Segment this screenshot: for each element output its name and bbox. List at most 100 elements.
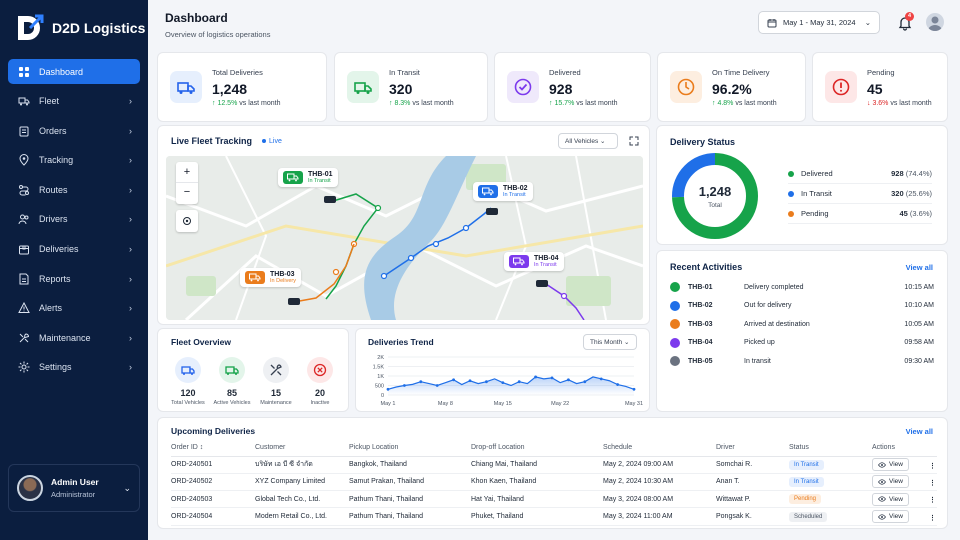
trend-point[interactable] [468,379,472,383]
view-all-link[interactable]: View all [905,427,933,436]
sidebar-item-settings[interactable]: Settings › [8,355,140,380]
locate-button[interactable] [176,210,198,232]
x-tick-label: May 15 [494,401,512,407]
header-avatar[interactable] [926,13,944,31]
fullscreen-icon[interactable] [629,136,639,146]
user-menu[interactable]: Admin User Administrator ⌄ [8,464,140,512]
activity-vehicle-id: THB-01 [688,283,713,291]
vehicle-marker-thb-03[interactable]: THB-03 In Delivery [240,268,301,287]
view-button[interactable]: View [872,492,909,506]
zoom-in-button[interactable]: + [176,162,198,183]
fleet-stat[interactable]: 20 Inactive [300,357,340,406]
view-button[interactable]: View [872,510,909,524]
fleet-stat[interactable]: 120 Total Vehicles [168,357,208,406]
chevron-right-icon: › [129,96,132,107]
route-icon [19,184,29,196]
activity-time: 10:15 AM [904,283,934,291]
sidebar-item-maintenance[interactable]: Maintenance › [8,325,140,350]
sidebar-item-drivers[interactable]: Drivers › [8,207,140,232]
pending-card[interactable]: Pending 45 ↓ 3.6% vs last month [812,52,948,122]
activity-vehicle-id: THB-03 [688,320,713,328]
trend-point[interactable] [501,381,505,385]
trend-point[interactable] [550,376,554,380]
close-circle-icon [307,357,333,383]
trend-point[interactable] [567,378,570,382]
status-legend-item: In Transit 320 (25.6%) [788,184,932,204]
order-id[interactable]: ORD-240501 [171,456,255,474]
table-header: Pickup Location [349,440,471,457]
sidebar-item-orders[interactable]: Orders › [8,118,140,143]
delivered-card[interactable]: Delivered 928 ↑ 15.7% vs last month [494,52,651,122]
activity-item[interactable]: THB-01 Delivery completed 10:15 AM [670,278,934,297]
donut-segment-in-transit[interactable] [672,153,758,239]
trend-point[interactable] [583,380,587,384]
more-options-icon[interactable]: ⋮ [928,497,936,505]
map-view[interactable]: + − THB-01 In Transit THB-02 In Transit … [166,156,643,320]
activity-item[interactable]: THB-04 Picked up 09:58 AM [670,334,934,353]
date-range-picker[interactable]: May 1 - May 31, 2024 ⌄ [758,11,880,34]
trend-point[interactable] [403,384,406,387]
more-options-icon[interactable]: ⋮ [928,514,936,522]
status-badge: In Transit [789,459,824,470]
total-deliveries-card[interactable]: Total Deliveries 1,248 ↑ 12.5% vs last m… [157,52,327,122]
customer: บริษัท เอ บี ซี จำกัด [255,456,349,474]
sidebar-item-routes[interactable]: Routes › [8,177,140,202]
sidebar-item-tracking[interactable]: Tracking › [8,148,140,173]
order-id[interactable]: ORD-240503 [171,490,255,509]
table-row[interactable]: ORD-240502 XYZ Company Limited Samut Pra… [171,473,937,492]
fleet-stat-label: Total Vehicles [171,400,205,406]
trend-point[interactable] [599,377,603,381]
vehicle-marker-thb-02[interactable]: THB-02 In Transit [473,182,533,201]
delivery-status-card: Delivery Status 1,248 Total Delivered 92… [656,125,948,245]
trend-point[interactable] [386,387,390,391]
pickup-location: Pathum Thani, Thailand [349,490,471,509]
table-row[interactable]: ORD-240504 Modern Retail Co., Ltd. Pathu… [171,507,937,526]
view-button[interactable]: View [872,458,909,472]
vehicle-filter-select[interactable]: All Vehicles ⌄ [558,133,618,149]
trend-period-select[interactable]: This Month ⌄ [583,334,637,350]
legend-dot [788,170,794,177]
sidebar-item-alerts[interactable]: Alerts › [8,296,140,321]
vehicle-marker-thb-01[interactable]: THB-01 In Transit [278,168,338,187]
fleet-stat[interactable]: 15 Maintenance [256,357,296,406]
user-role: Administrator [51,490,96,499]
on-time-delivery-card[interactable]: On Time Delivery 96.2% ↑ 4.8% vs last mo… [657,52,806,122]
zoom-out-button[interactable]: − [183,186,191,198]
trend-point[interactable] [419,380,423,384]
more-options-icon[interactable]: ⋮ [928,479,936,487]
more-options-icon[interactable]: ⋮ [928,462,936,470]
in-transit-card[interactable]: In Transit 320 ↑ 8.3% vs last month [334,52,488,122]
trend-point[interactable] [616,383,619,386]
sidebar-item-fleet[interactable]: Fleet › [8,89,140,114]
order-id[interactable]: ORD-240502 [171,473,255,492]
vehicle-marker-thb-04[interactable]: THB-04 In Transit [504,252,564,271]
page-title: Dashboard [165,11,228,25]
brand-logo[interactable]: D2D Logistics [16,14,145,42]
trend-point[interactable] [632,387,636,391]
activity-item[interactable]: THB-03 Arrived at destination 10:05 AM [670,315,934,334]
trend-point[interactable] [534,375,537,379]
table-row[interactable]: ORD-240503 Global Tech Co., Ltd. Pathum … [171,490,937,509]
sidebar-item-label: Alerts [39,303,63,314]
activity-item[interactable]: THB-02 Out for delivery 10:10 AM [670,297,934,316]
avatar [17,475,43,501]
table-header[interactable]: Order ID ↕ [171,440,255,457]
trend-point[interactable] [485,380,488,384]
fleet-stat[interactable]: 85 Active Vehicles [212,357,252,406]
chevron-right-icon: › [129,362,132,373]
chevron-down-icon: ⌄ [864,18,871,27]
sidebar-item-deliveries[interactable]: Deliveries › [8,237,140,262]
table-row[interactable]: ORD-240501 บริษัท เอ บี ซี จำกัด Bangkok… [171,456,937,474]
view-button[interactable]: View [872,475,909,489]
activity-item[interactable]: THB-05 In transit 09:30 AM [670,352,934,371]
order-id[interactable]: ORD-240504 [171,507,255,526]
kpi-value: 928 [549,80,573,97]
trend-point[interactable] [435,384,439,387]
sidebar-item-reports[interactable]: Reports › [8,266,140,291]
trend-point[interactable] [452,378,455,382]
truck-icon [509,255,529,268]
view-all-link[interactable]: View all [905,263,933,272]
sidebar-item-dashboard[interactable]: Dashboard [8,59,140,84]
trend-point[interactable] [517,380,521,384]
chevron-down-icon[interactable]: ⌄ [123,482,131,493]
